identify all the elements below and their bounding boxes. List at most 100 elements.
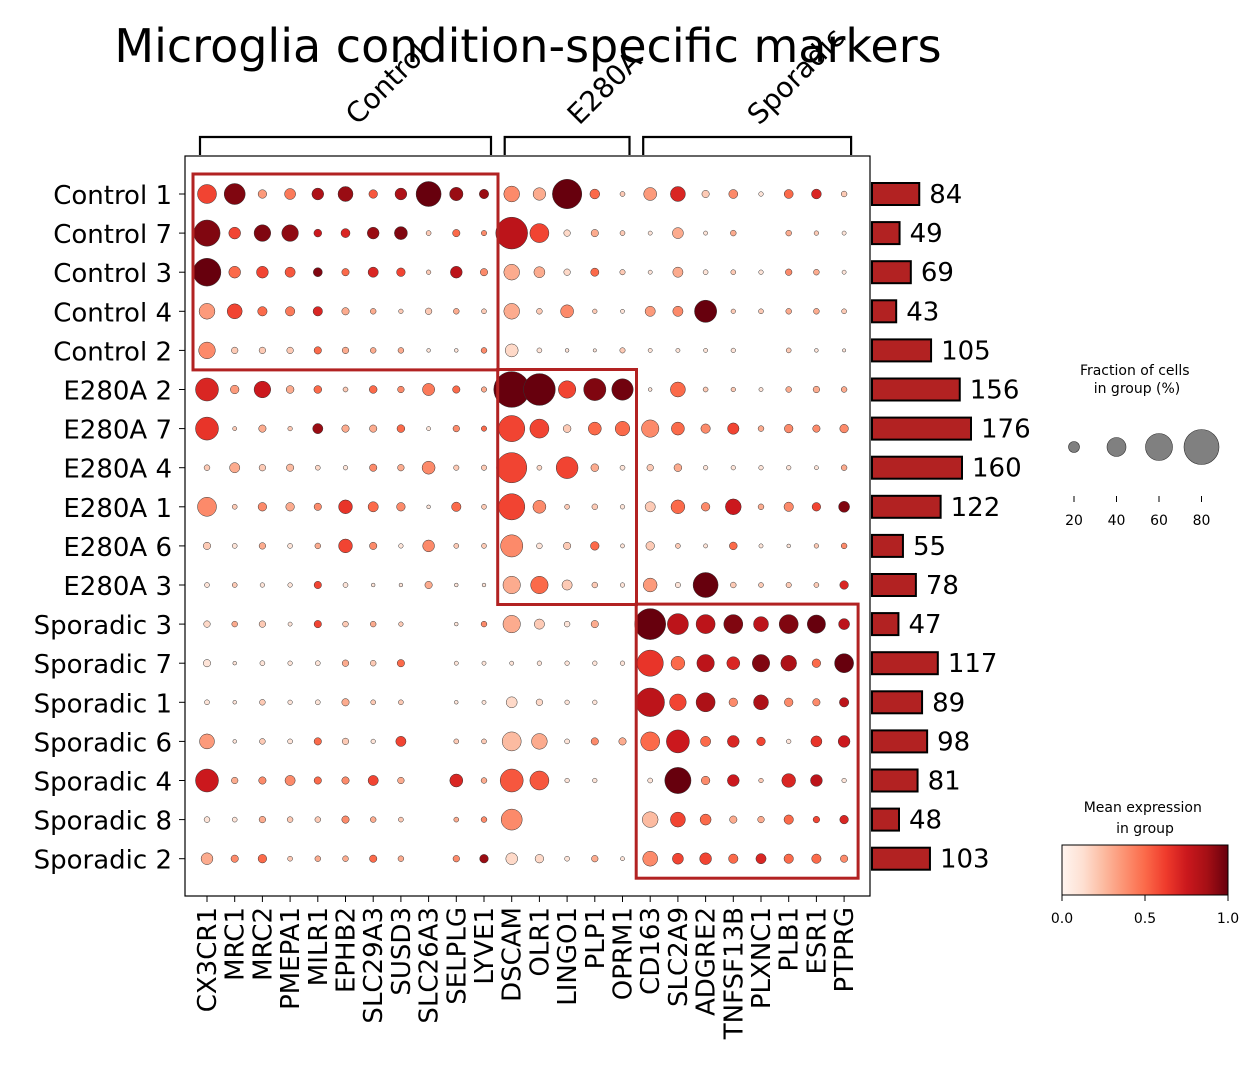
count-label: 84 (929, 180, 962, 210)
dot (203, 659, 211, 668)
count-label: 98 (937, 727, 970, 757)
dot (672, 852, 684, 865)
dot (313, 502, 322, 511)
dot (253, 380, 271, 399)
dot (727, 774, 740, 787)
dot (619, 504, 626, 510)
dot (502, 576, 521, 594)
dot (452, 229, 461, 238)
gene-label: MRC1 (221, 907, 251, 981)
size-legend: Fraction of cells in group (%) 20 40 60 80 (1065, 363, 1220, 529)
dot (696, 654, 715, 673)
dot (563, 268, 571, 276)
dot (583, 378, 607, 401)
dot (785, 582, 792, 588)
dot (284, 775, 296, 786)
gene-labels: CX3CR1MRC1MRC2PMEPA1MILR1EPHB2SLC29A3SUS… (193, 896, 860, 1040)
count-bar (871, 846, 931, 871)
dot (619, 347, 626, 354)
dot (536, 542, 543, 550)
dot (415, 181, 442, 207)
dot (842, 348, 847, 353)
dot (840, 542, 848, 550)
dot (636, 649, 664, 677)
color-legend-title: Mean expression in group (1084, 800, 1207, 837)
dot (699, 813, 712, 826)
dot (500, 534, 524, 558)
dot (253, 224, 271, 242)
dot (523, 373, 556, 406)
size-legend-dot (1106, 437, 1127, 457)
dot (619, 582, 626, 588)
dot (229, 462, 241, 474)
dot (286, 463, 295, 472)
dot (287, 543, 293, 549)
dot (257, 306, 268, 317)
dot (313, 267, 323, 277)
dot (258, 776, 267, 785)
dot (695, 614, 716, 634)
dot (841, 230, 847, 236)
dot (666, 729, 690, 754)
dot (287, 621, 293, 627)
dot (449, 773, 464, 788)
dot (370, 660, 377, 667)
dot (258, 424, 267, 433)
dot (230, 384, 240, 395)
dot (757, 816, 765, 824)
gene-label: SLC26A3 (415, 907, 445, 1024)
gene-label: OPRM1 (609, 907, 639, 1000)
dot (728, 853, 739, 864)
dot (480, 816, 488, 823)
dot (534, 618, 545, 630)
row-label: E280A 7 (63, 416, 172, 446)
dot (647, 230, 653, 236)
size-legend-dot (1068, 441, 1080, 453)
dot (646, 464, 654, 472)
dot (452, 385, 461, 394)
count-bar (871, 807, 900, 832)
dot (643, 187, 657, 201)
dot (342, 620, 349, 628)
count-label: 160 (972, 454, 1022, 484)
dot (563, 541, 572, 550)
dot (838, 618, 850, 630)
group-bracket (642, 135, 853, 155)
count-label: 55 (913, 532, 946, 562)
dot (592, 777, 598, 784)
dot (703, 348, 708, 353)
dot (726, 656, 741, 670)
dot (398, 308, 404, 314)
dot (813, 582, 820, 588)
count-bar (871, 690, 924, 715)
dot (589, 188, 600, 200)
highlight-box (634, 602, 860, 880)
dot (496, 452, 528, 484)
dot (699, 852, 712, 865)
dot (231, 582, 238, 588)
row-label: E280A 4 (63, 455, 172, 485)
dot (813, 308, 820, 315)
dot (784, 697, 794, 707)
dot (396, 424, 406, 433)
dot (619, 191, 626, 197)
dot (758, 465, 764, 471)
count-label: 81 (928, 767, 961, 797)
dot (341, 346, 350, 354)
dot (503, 303, 520, 320)
dot (810, 735, 823, 748)
dot (454, 348, 459, 353)
dot (647, 348, 653, 353)
count-label: 117 (948, 649, 998, 679)
dot (232, 661, 237, 666)
dot (204, 699, 210, 706)
row-label: Sporadic 3 (34, 611, 172, 641)
dot (315, 699, 321, 706)
dot (501, 731, 522, 752)
plot-frame (184, 155, 871, 897)
dot (834, 653, 854, 673)
dot (634, 608, 666, 640)
dot (564, 348, 570, 353)
gene-label: PLB1 (775, 907, 805, 972)
dot (426, 269, 432, 275)
